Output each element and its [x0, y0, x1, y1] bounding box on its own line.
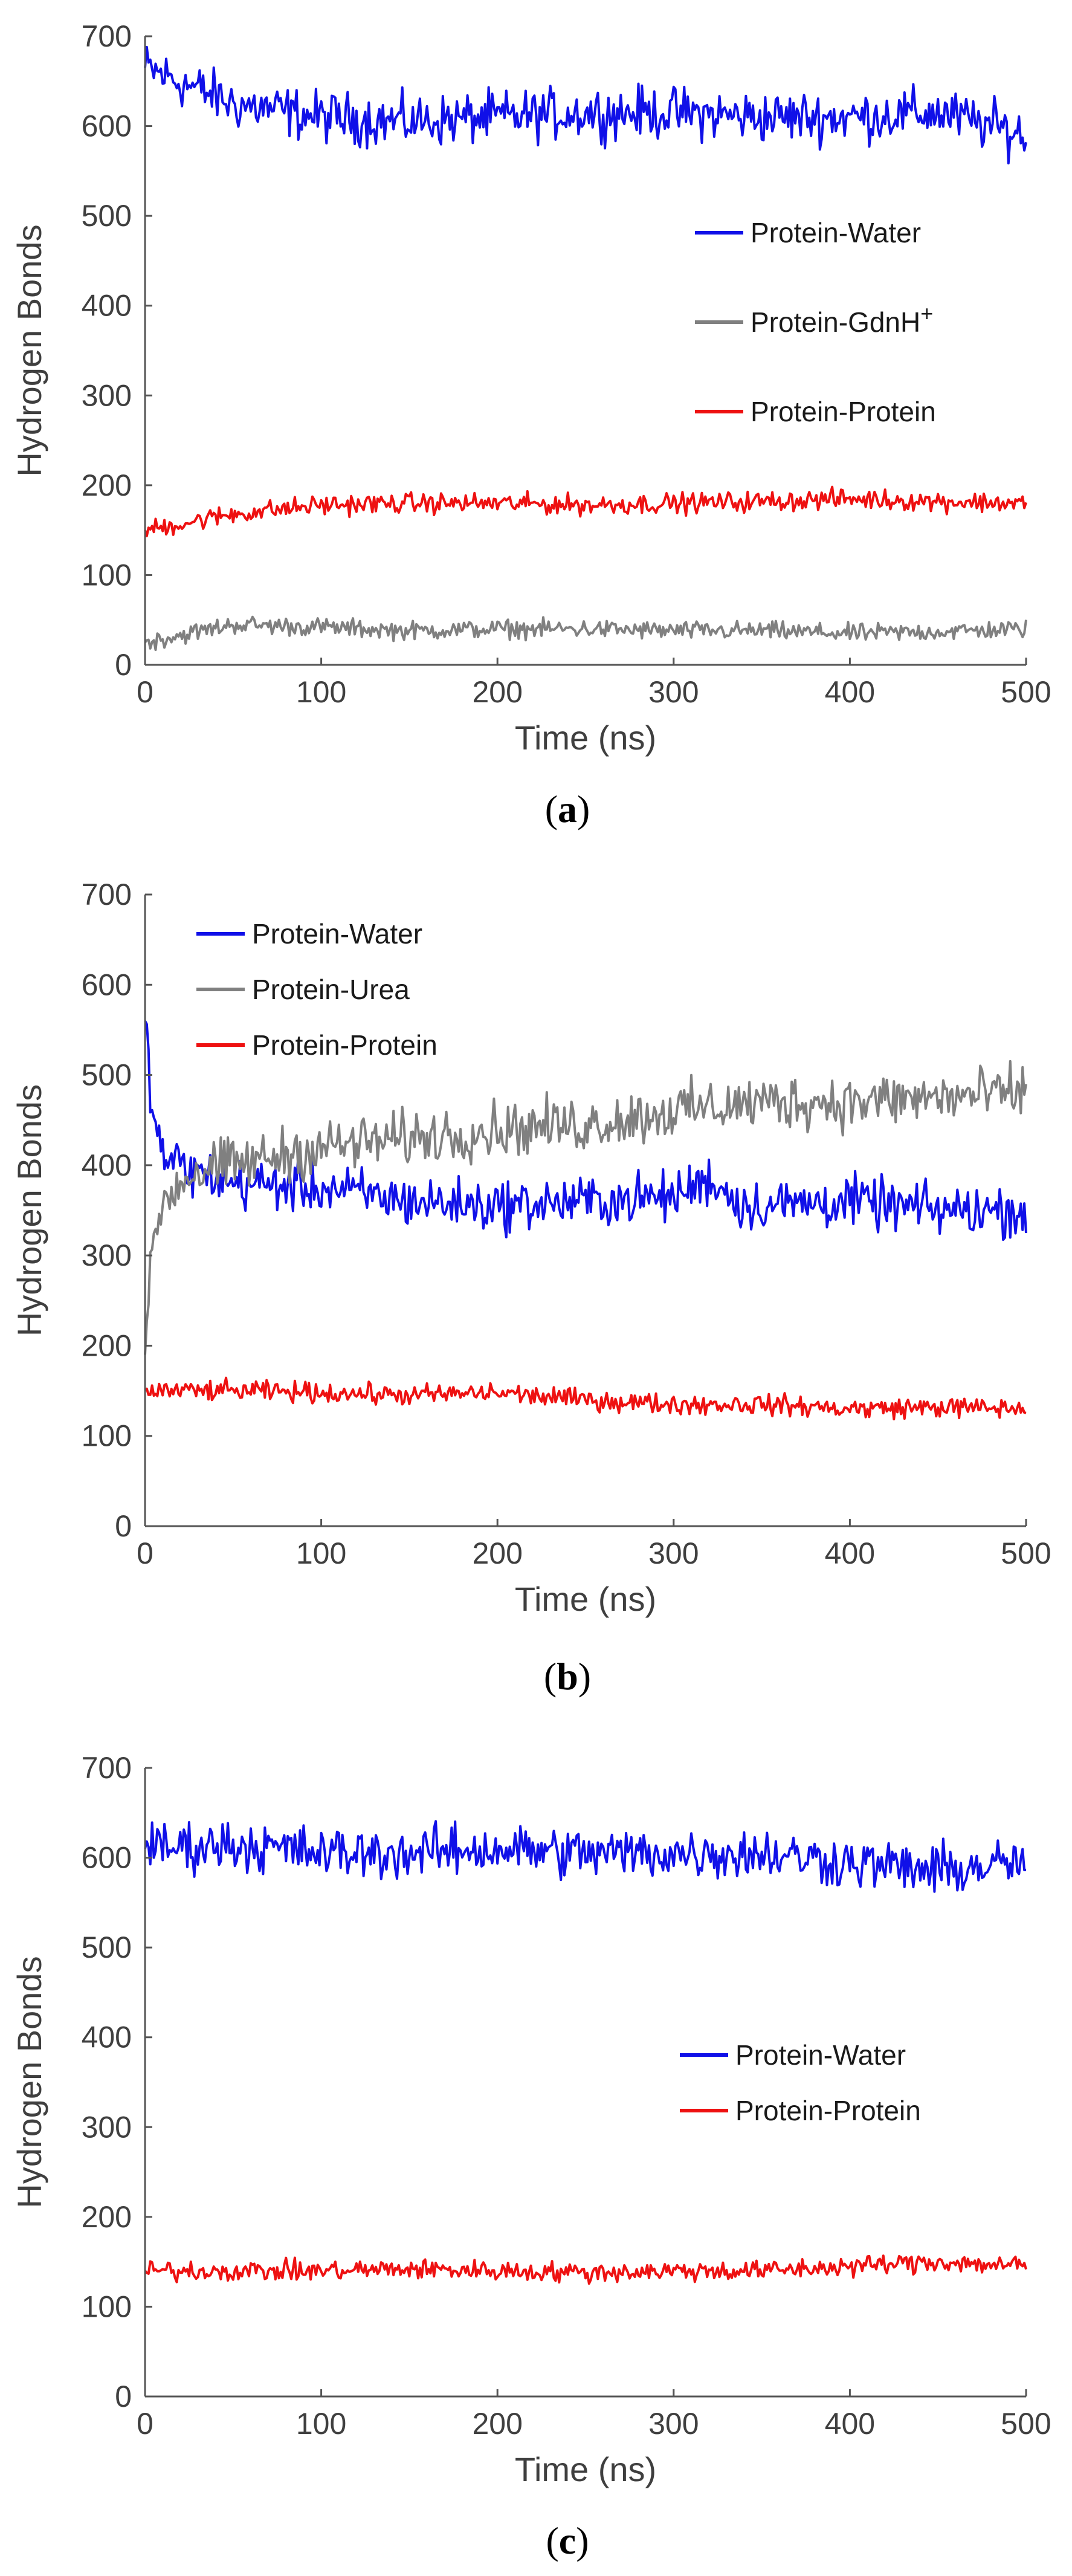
series-line-protein-water	[144, 1020, 1027, 1241]
x-tick-label: 300	[648, 1536, 699, 1570]
caption-part: (	[546, 2519, 558, 2562]
y-tick-label: 0	[115, 1509, 132, 1543]
legend-superscript: +	[920, 301, 933, 326]
legend-label: Protein-Water	[252, 918, 422, 950]
y-axis-label: Hydrogen Bonds	[10, 1956, 48, 2208]
x-tick-label: 200	[472, 1536, 522, 1570]
y-tick-label: 200	[82, 2200, 132, 2234]
x-tick-label: 300	[648, 675, 699, 709]
legend-label: Protein-Protein	[751, 396, 936, 427]
x-tick-label: 100	[296, 2407, 346, 2441]
series-line-protein-water	[144, 45, 1027, 165]
y-axis-label: Hydrogen Bonds	[10, 224, 48, 476]
panel-caption: (b)	[544, 1655, 591, 1698]
caption-part: )	[578, 1655, 591, 1698]
legend-label: Protein-Water	[751, 217, 921, 248]
y-tick-label: 300	[82, 2110, 132, 2144]
series-line-protein-protein	[144, 2254, 1027, 2285]
x-axis-label: Time (ns)	[515, 1580, 656, 1618]
y-tick-label: 700	[82, 1751, 132, 1785]
series-line-protein-water	[144, 1820, 1027, 1893]
y-tick-label: 200	[82, 468, 132, 502]
y-tick-label: 700	[82, 878, 132, 911]
x-tick-label: 200	[472, 2407, 522, 2441]
x-tick-label: 300	[648, 2407, 699, 2441]
y-tick-label: 600	[82, 968, 132, 1002]
x-tick-label: 500	[1001, 2407, 1051, 2441]
series-line-protein-urea	[144, 1060, 1027, 1355]
series-line-protein-protein	[144, 1376, 1027, 1420]
y-tick-label: 300	[82, 1238, 132, 1272]
legend-label: Protein-Protein	[252, 1029, 438, 1061]
legend-label: Protein-Water	[735, 2039, 906, 2071]
chart-panel-c: 0 100 200 300 400 500 600 700 0 100 200 300 400 500 Ti…	[10, 1751, 1051, 2562]
y-tick-label: 400	[82, 2021, 132, 2054]
x-tick-label: 0	[137, 2407, 153, 2441]
y-tick-label: 0	[115, 2380, 132, 2413]
caption-part: (	[544, 1655, 557, 1698]
y-tick-label: 300	[82, 378, 132, 412]
caption-part: b	[557, 1655, 578, 1698]
y-tick-label: 100	[82, 2290, 132, 2323]
legend-label: Protein-Protein	[735, 2095, 921, 2126]
x-tick-label: 100	[296, 1536, 346, 1570]
chart-panel-b: 0 100 200 300 400 500 600 700 0 100 200 300 400 500 Ti…	[10, 878, 1051, 1698]
x-axis-label: Time (ns)	[515, 719, 656, 757]
legend: Protein-Water Protein-Protein	[680, 2039, 921, 2126]
caption-part: c	[559, 2519, 576, 2562]
y-tick-label: 500	[82, 199, 132, 233]
legend: Protein-Water Protein-GdnH+ Protein-Protei…	[695, 217, 936, 427]
x-tick-label: 500	[1001, 675, 1051, 709]
y-tick-label: 0	[115, 648, 132, 682]
series-line-protein-gdnh-	[144, 615, 1027, 652]
panel-caption: (c)	[546, 2519, 589, 2562]
y-tick-label: 600	[82, 1841, 132, 1875]
y-tick-label: 500	[82, 1930, 132, 1964]
x-tick-label: 200	[472, 675, 522, 709]
x-tick-label: 400	[825, 675, 875, 709]
y-tick-label: 200	[82, 1328, 132, 1362]
y-tick-label: 400	[82, 1148, 132, 1182]
chart-panel-a: 0 100 200 300 400 500 600 700 0 100 200 300 400 500 Ti…	[10, 19, 1051, 830]
series-line-protein-protein	[144, 485, 1027, 537]
x-tick-label: 500	[1001, 1536, 1051, 1570]
y-tick-label: 100	[82, 558, 132, 592]
caption-part: )	[577, 788, 590, 830]
y-axis-label: Hydrogen Bonds	[10, 1084, 48, 1336]
caption-part: a	[558, 788, 577, 830]
caption-part: (	[545, 788, 558, 830]
x-tick-label: 0	[137, 1536, 153, 1570]
x-tick-label: 400	[825, 2407, 875, 2441]
x-tick-label: 0	[137, 675, 153, 709]
x-tick-label: 100	[296, 675, 346, 709]
caption-part: )	[576, 2519, 589, 2562]
x-tick-label: 400	[825, 1536, 875, 1570]
panel-caption: (a)	[545, 788, 590, 830]
y-tick-label: 100	[82, 1419, 132, 1453]
y-tick-label: 400	[82, 289, 132, 323]
x-axis-label: Time (ns)	[515, 2450, 656, 2488]
legend-label: Protein-GdnH+	[751, 301, 933, 338]
y-tick-label: 600	[82, 109, 132, 143]
y-tick-label: 500	[82, 1058, 132, 1092]
y-tick-label: 700	[82, 19, 132, 53]
legend: Protein-Water Protein-Urea Protein-Protein	[196, 918, 438, 1061]
legend-label: Protein-Urea	[252, 974, 410, 1005]
